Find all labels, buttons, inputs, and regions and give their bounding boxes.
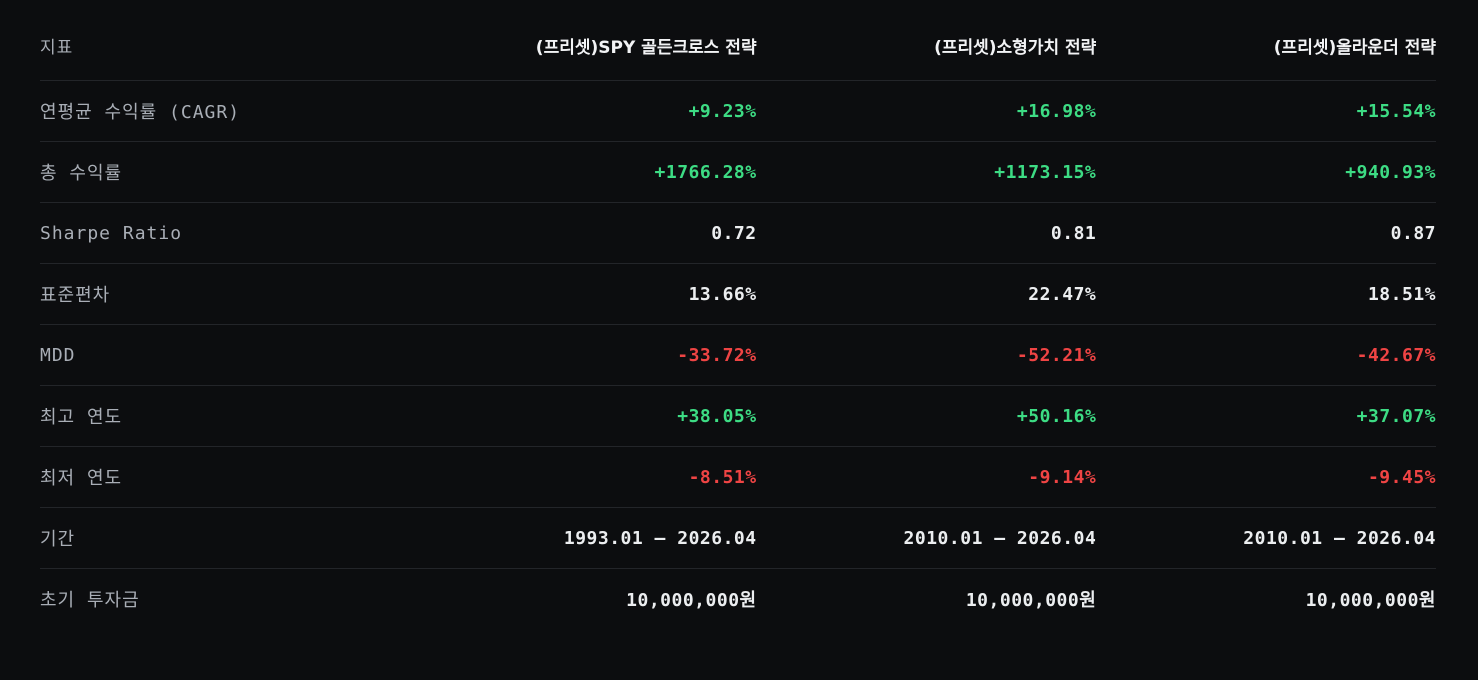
header-row: 지표 (프리셋)SPY 골든크로스 전략 (프리셋)소형가치 전략 (프리셋)올… — [40, 8, 1436, 81]
table-row-period: 기간 1993.01 — 2026.04 2010.01 — 2026.04 2… — [40, 508, 1436, 569]
table-row-stdev: 표준편차 13.66% 22.47% 18.51% — [40, 264, 1436, 325]
metric-label: 최고 연도 — [40, 407, 123, 428]
metric-value: 13.66% — [688, 283, 757, 305]
metric-label: 연평균 수익률 (CAGR) — [40, 102, 241, 123]
metric-value: -52.21% — [1016, 344, 1097, 366]
metric-label: 초기 투자금 — [40, 590, 140, 612]
metric-value: -33.72% — [677, 344, 757, 366]
metric-value: 0.81 — [1050, 222, 1097, 244]
metric-value: -9.14% — [1028, 466, 1097, 488]
metric-value: +1173.15% — [994, 161, 1097, 183]
metric-value: +940.93% — [1345, 161, 1436, 183]
table-row-sharpe-ratio: Sharpe Ratio 0.72 0.81 0.87 — [40, 203, 1436, 264]
metric-value: -8.51% — [688, 466, 757, 488]
metric-value: 0.87 — [1390, 222, 1436, 244]
metric-value: +37.07% — [1356, 405, 1436, 427]
metric-value: 22.47% — [1028, 283, 1097, 305]
metric-value: +1766.28% — [654, 161, 757, 183]
metric-label: MDD — [40, 344, 76, 366]
table-row-worst-year: 최저 연도 -8.51% -9.14% -9.45% — [40, 447, 1436, 508]
metric-value: 18.51% — [1367, 283, 1436, 305]
metric-value: 10,000,000원 — [965, 590, 1097, 612]
metric-value: 1993.01 — 2026.04 — [563, 527, 757, 549]
metric-value: +50.16% — [1016, 405, 1097, 427]
table-row-best-year: 최고 연도 +38.05% +50.16% +37.07% — [40, 386, 1436, 447]
metric-value: 10,000,000원 — [626, 590, 757, 612]
column-header-metric: 지표 — [40, 8, 417, 81]
metric-label: Sharpe Ratio — [40, 222, 183, 244]
metric-value: +9.23% — [688, 100, 757, 122]
table-row-mdd: MDD -33.72% -52.21% -42.67% — [40, 325, 1436, 386]
metric-value: 2010.01 — 2026.04 — [903, 527, 1097, 549]
metric-value: +15.54% — [1356, 100, 1436, 122]
table-row-cagr: 연평균 수익률 (CAGR) +9.23% +16.98% +15.54% — [40, 81, 1436, 142]
metric-label: 표준편차 — [40, 285, 111, 306]
column-header-strategy-smallcap-value: (프리셋)소형가치 전략 — [756, 8, 1097, 81]
metric-value: -9.45% — [1367, 466, 1436, 488]
metric-label: 기간 — [40, 529, 76, 550]
table-row-initial-investment: 초기 투자금 10,000,000원 10,000,000원 10,000,00… — [40, 569, 1436, 630]
strategy-comparison-table: 지표 (프리셋)SPY 골든크로스 전략 (프리셋)소형가치 전략 (프리셋)올… — [40, 8, 1436, 630]
metric-label: 최저 연도 — [40, 468, 123, 489]
metric-value: 2010.01 — 2026.04 — [1243, 527, 1436, 549]
metric-label: 총 수익률 — [40, 163, 123, 184]
metric-value: +38.05% — [677, 405, 757, 427]
column-header-strategy-spy-goldencross: (프리셋)SPY 골든크로스 전략 — [416, 8, 757, 81]
column-header-strategy-allrounder: (프리셋)올라운더 전략 — [1096, 8, 1436, 81]
metric-value: -42.67% — [1356, 344, 1436, 366]
metric-value: 10,000,000원 — [1305, 590, 1436, 612]
metric-value: +16.98% — [1016, 100, 1097, 122]
metric-value: 0.72 — [711, 222, 757, 244]
table-row-total-return: 총 수익률 +1766.28% +1173.15% +940.93% — [40, 142, 1436, 203]
